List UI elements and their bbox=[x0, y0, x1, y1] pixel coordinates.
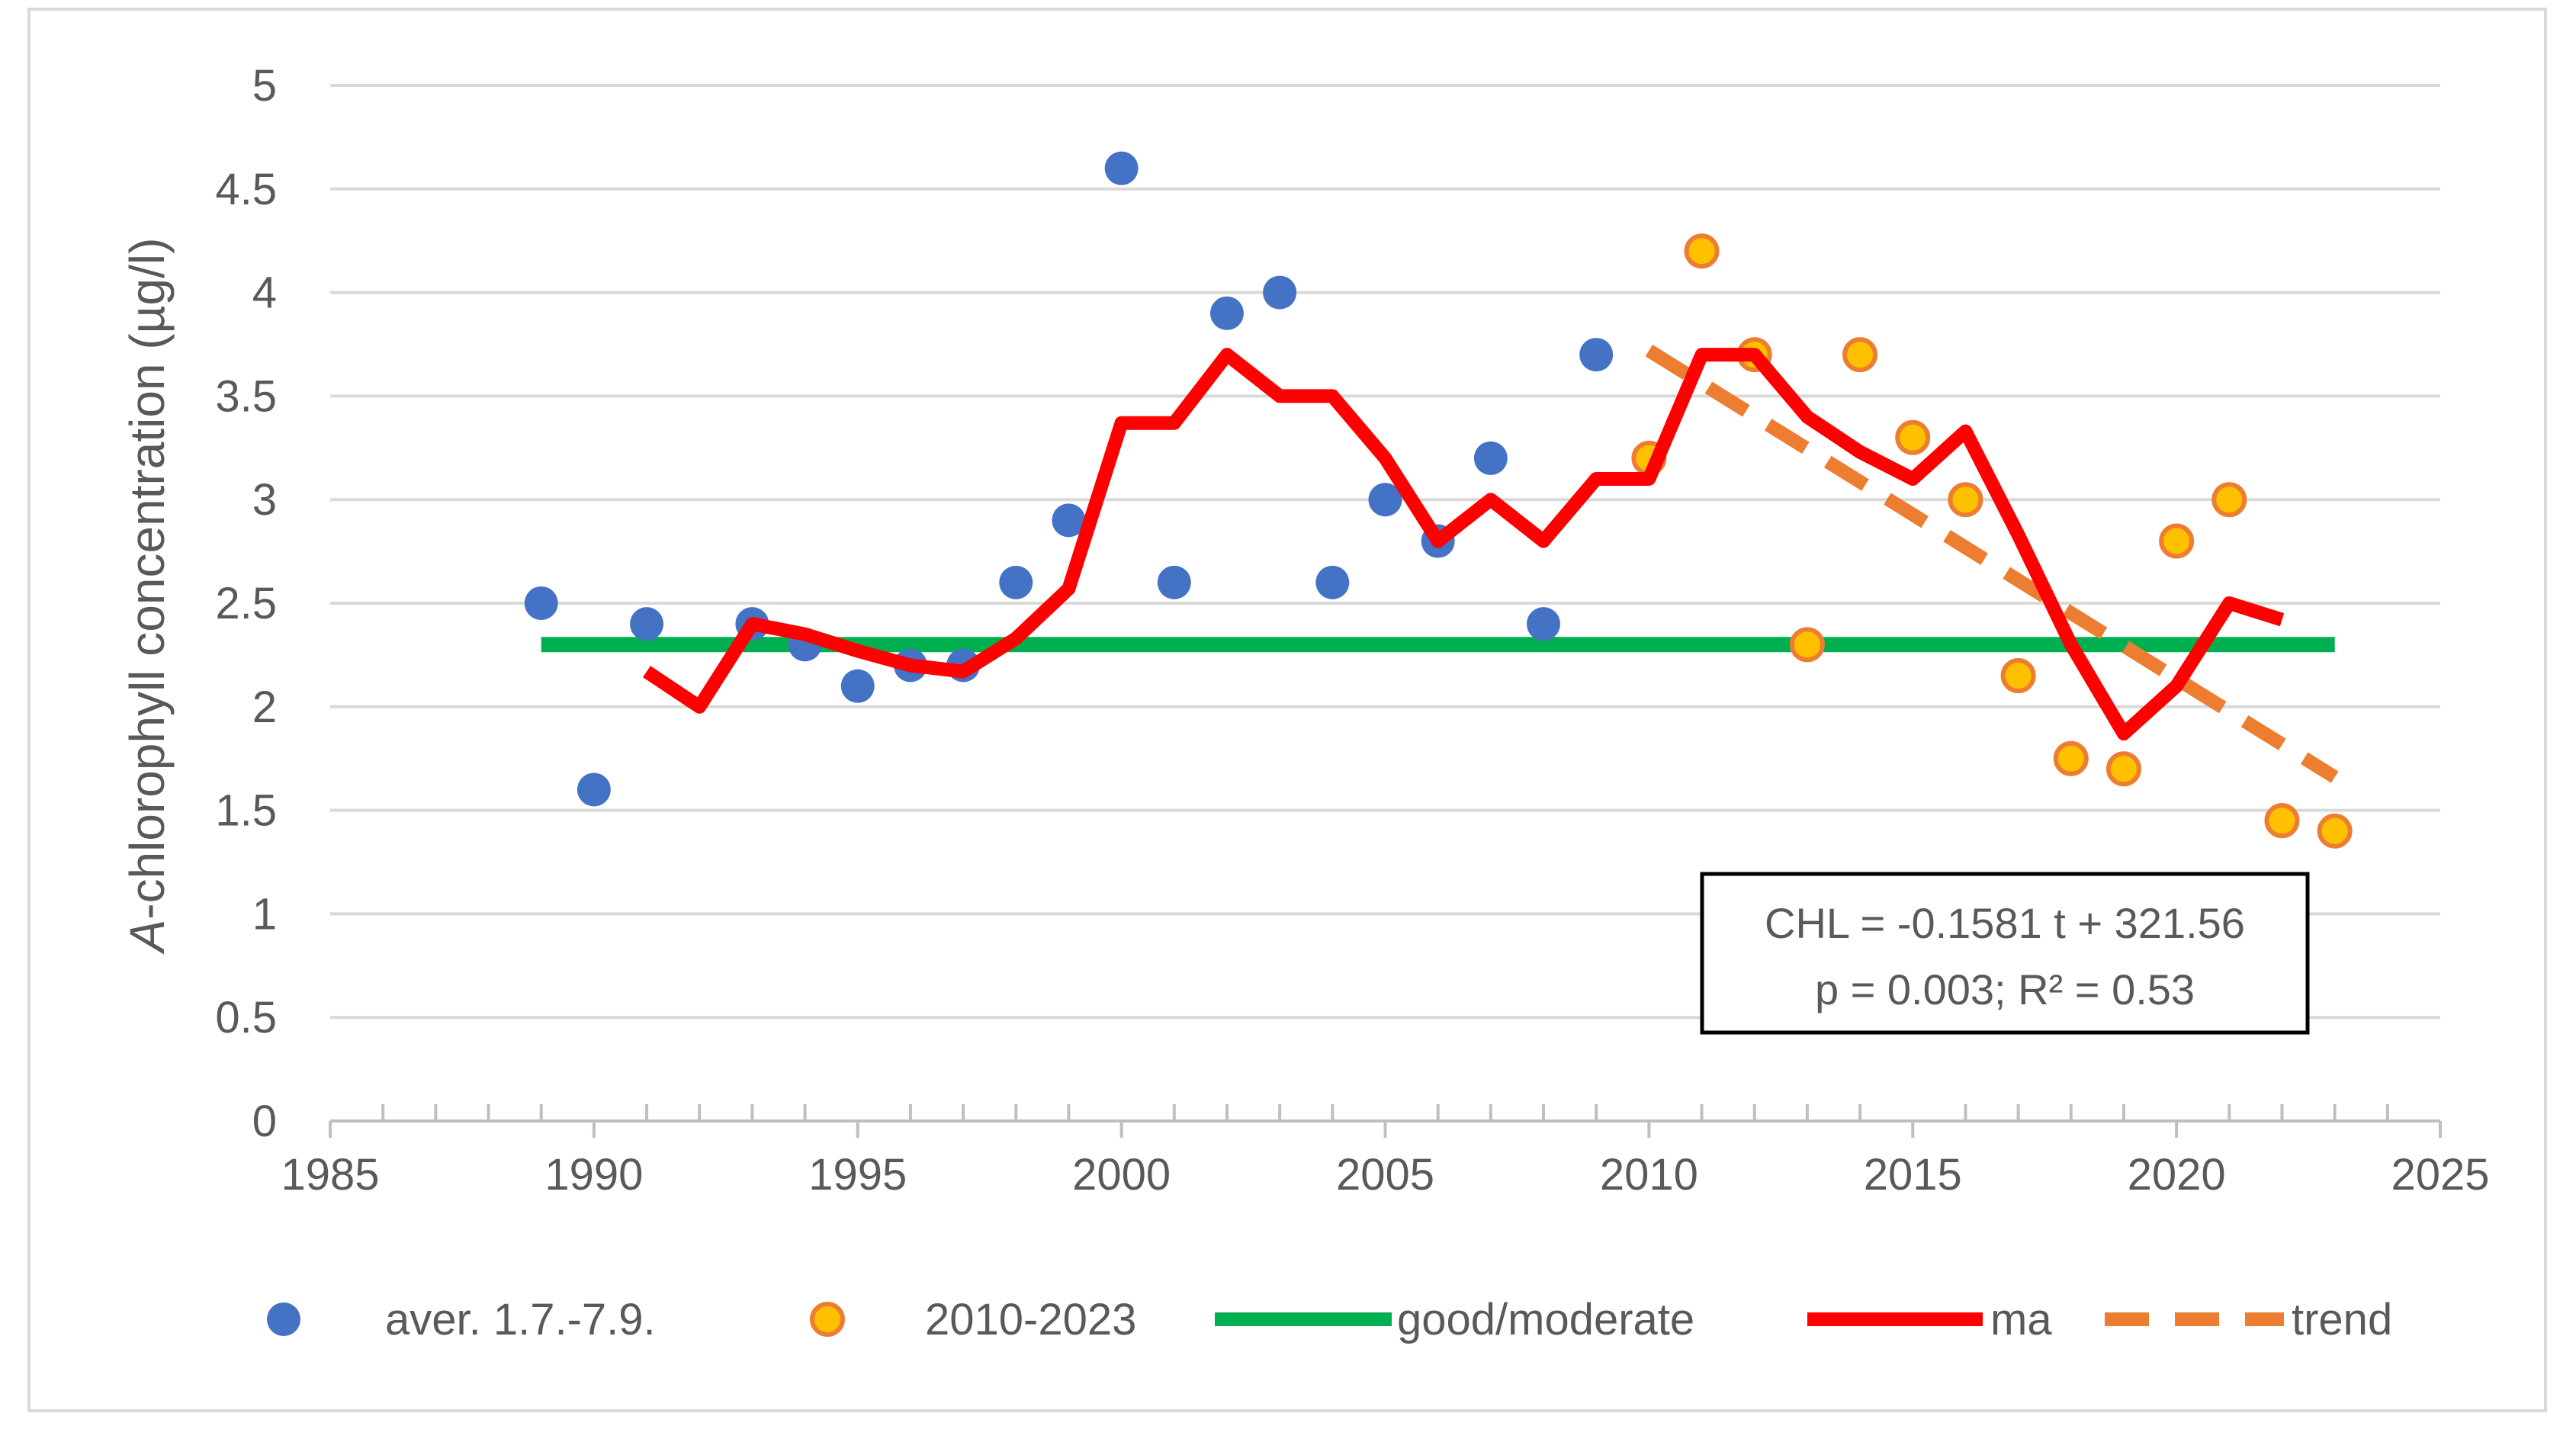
point-aver bbox=[1315, 565, 1350, 599]
y-axis-label-prefix: A bbox=[120, 920, 175, 956]
x-tick-label: 2020 bbox=[2128, 1150, 2226, 1200]
y-tick-label: 0.5 bbox=[215, 993, 277, 1042]
point-aver bbox=[524, 586, 558, 620]
series-trend bbox=[1645, 344, 2339, 783]
point-aver bbox=[630, 607, 664, 641]
y-tick-label: 5 bbox=[252, 61, 277, 111]
point-2010-2023 bbox=[1684, 233, 1720, 269]
axes: 0 0.5 1 1.5 2 2.5 3 3.5 4 4.5 5 1985 1990 1995 2000 200… bbox=[215, 61, 2489, 1200]
legend-2010-2023-label: 2010-2023 bbox=[925, 1295, 1136, 1344]
x-tick-label: 2025 bbox=[2391, 1150, 2489, 1200]
point-aver bbox=[840, 669, 875, 703]
point-2010-2023 bbox=[2159, 523, 2195, 559]
point-2010-2023 bbox=[2053, 740, 2089, 776]
plot-area bbox=[524, 151, 2353, 849]
y-tick-label: 0 bbox=[252, 1097, 277, 1146]
point-2010-2023 bbox=[1789, 627, 1825, 663]
point-2010-2023 bbox=[2211, 482, 2247, 518]
point-aver bbox=[577, 772, 611, 807]
point-aver bbox=[1473, 441, 1508, 475]
point-aver bbox=[999, 565, 1033, 599]
legend-2010-2023-marker bbox=[810, 1302, 845, 1337]
point-aver bbox=[1209, 296, 1244, 330]
stats-text: p = 0.003; R² = 0.53 bbox=[1815, 965, 2195, 1013]
point-2010-2023 bbox=[1895, 419, 1931, 455]
y-tick-label: 1.5 bbox=[215, 786, 277, 836]
point-aver bbox=[1104, 151, 1139, 185]
y-tick-label: 3.5 bbox=[215, 371, 277, 421]
point-aver bbox=[1052, 503, 1086, 538]
y-tick-label: 4 bbox=[252, 268, 277, 318]
x-tick-label: 1985 bbox=[281, 1150, 379, 1200]
chart-frame bbox=[27, 8, 2547, 1412]
legend: aver. 1.7.-7.9. 2010-2023 good/moderate ma t… bbox=[267, 1295, 2392, 1344]
point-aver bbox=[1527, 607, 1561, 641]
y-axis-label: A-chlorophyll concentration (µg/l) bbox=[120, 238, 175, 956]
point-2010-2023 bbox=[1842, 337, 1878, 373]
legend-aver-marker bbox=[267, 1302, 300, 1336]
y-axis-label-text: -chlorophyll concentration (µg/l) bbox=[120, 238, 175, 920]
x-tick-label: 2005 bbox=[1336, 1150, 1434, 1200]
y-tick-label: 4.5 bbox=[215, 165, 277, 214]
point-aver bbox=[1263, 275, 1297, 310]
equation-box: CHL = -0.1581 t + 321.56 p = 0.003; R² =… bbox=[1700, 872, 2310, 1035]
x-tick-label: 1995 bbox=[808, 1150, 907, 1200]
x-tick-label: 2015 bbox=[1864, 1150, 1962, 1200]
legend-good-moderate-label: good/moderate bbox=[1397, 1295, 1694, 1344]
x-tick-label: 1990 bbox=[544, 1150, 643, 1200]
y-tick-label: 2 bbox=[252, 683, 277, 732]
x-tick-label: 2010 bbox=[1600, 1150, 1698, 1200]
y-tick-label: 2.5 bbox=[215, 579, 277, 628]
point-aver bbox=[1579, 338, 1614, 372]
point-aver bbox=[1157, 565, 1191, 599]
legend-trend-label: trend bbox=[2292, 1295, 2392, 1344]
x-tick-label: 2000 bbox=[1072, 1150, 1171, 1200]
point-2010-2023 bbox=[2105, 751, 2141, 787]
series-ma bbox=[643, 348, 2285, 741]
point-2010-2023 bbox=[2264, 803, 2300, 839]
y-tick-label: 3 bbox=[252, 475, 277, 525]
legend-aver-label: aver. 1.7.-7.9. bbox=[385, 1295, 656, 1344]
equation-box-frame bbox=[1700, 872, 2310, 1035]
legend-ma-label: ma bbox=[1990, 1295, 2052, 1344]
equation-text: CHL = -0.1581 t + 321.56 bbox=[1765, 899, 2245, 947]
point-aver bbox=[1368, 483, 1402, 517]
point-2010-2023 bbox=[2317, 813, 2353, 849]
point-2010-2023 bbox=[1948, 482, 1983, 518]
y-tick-label: 1 bbox=[252, 889, 277, 939]
point-2010-2023 bbox=[2000, 658, 2036, 694]
